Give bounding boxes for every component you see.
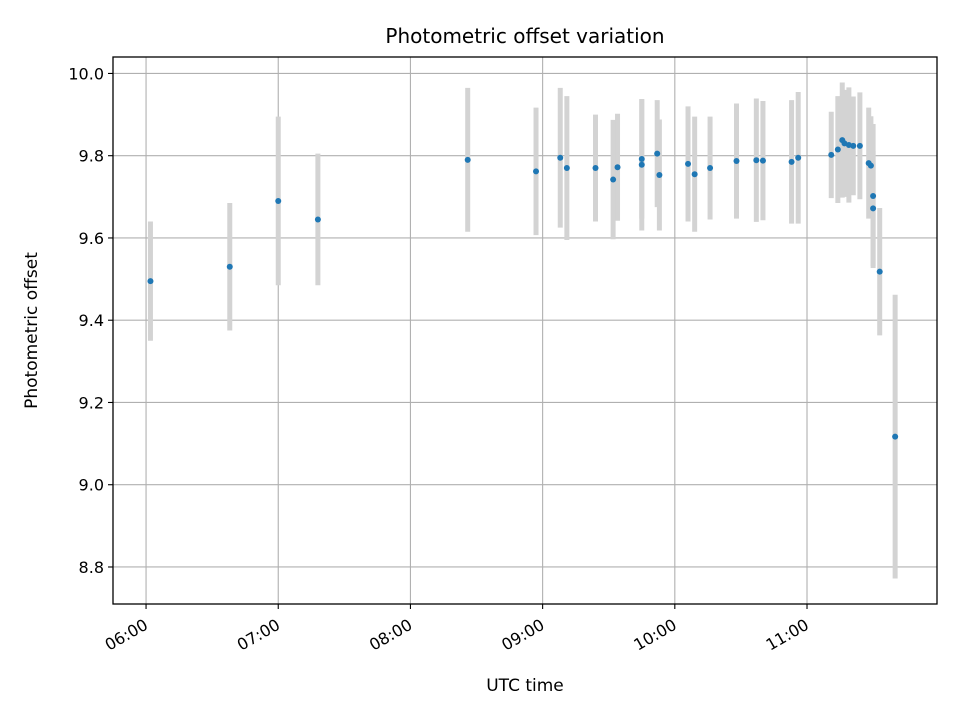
- data-point: [533, 168, 540, 175]
- data-point: [892, 433, 899, 440]
- data-point: [654, 150, 661, 157]
- y-tick-label: 8.8: [79, 558, 104, 577]
- chart-title: Photometric offset variation: [385, 24, 664, 48]
- y-axis: 8.8 9.0 9.2 9.4 9.6 9.8 10.0: [68, 64, 113, 577]
- data-point: [707, 165, 714, 172]
- data-point: [759, 157, 766, 164]
- data-point: [638, 161, 645, 168]
- data-point: [275, 197, 282, 204]
- data-point: [753, 157, 760, 164]
- y-tick-label: 10.0: [68, 64, 104, 83]
- data-point: [563, 165, 570, 172]
- x-axis-label: UTC time: [486, 676, 564, 696]
- data-point: [870, 193, 877, 200]
- data-point: [733, 158, 740, 165]
- data-point: [691, 171, 698, 178]
- data-point: [147, 278, 154, 285]
- data-point: [795, 154, 802, 161]
- plot-frame: [112, 56, 938, 605]
- data-point: [788, 158, 795, 165]
- data-point: [226, 263, 233, 270]
- data-point: [856, 142, 863, 149]
- data-point: [867, 162, 874, 169]
- data-point: [610, 176, 617, 183]
- data-point: [638, 155, 645, 162]
- data-point: [876, 268, 883, 275]
- data-point: [592, 165, 599, 172]
- data-point: [464, 156, 471, 163]
- data-point: [614, 164, 621, 171]
- y-axis-label: Photometric offset: [22, 252, 42, 409]
- y-tick-label: 9.4: [79, 311, 104, 330]
- data-point: [314, 216, 321, 223]
- data-point: [850, 142, 857, 149]
- data-points: [147, 137, 899, 440]
- grid: [113, 57, 937, 604]
- y-tick-label: 9.8: [79, 147, 104, 166]
- data-point: [656, 172, 663, 179]
- data-point: [828, 151, 835, 158]
- data-point: [870, 205, 877, 212]
- y-tick-label: 9.6: [79, 229, 104, 248]
- y-tick-label: 9.0: [79, 476, 104, 495]
- data-point: [685, 160, 692, 167]
- data-point: [834, 146, 841, 153]
- data-point: [557, 154, 564, 161]
- y-tick-label: 9.2: [79, 393, 104, 412]
